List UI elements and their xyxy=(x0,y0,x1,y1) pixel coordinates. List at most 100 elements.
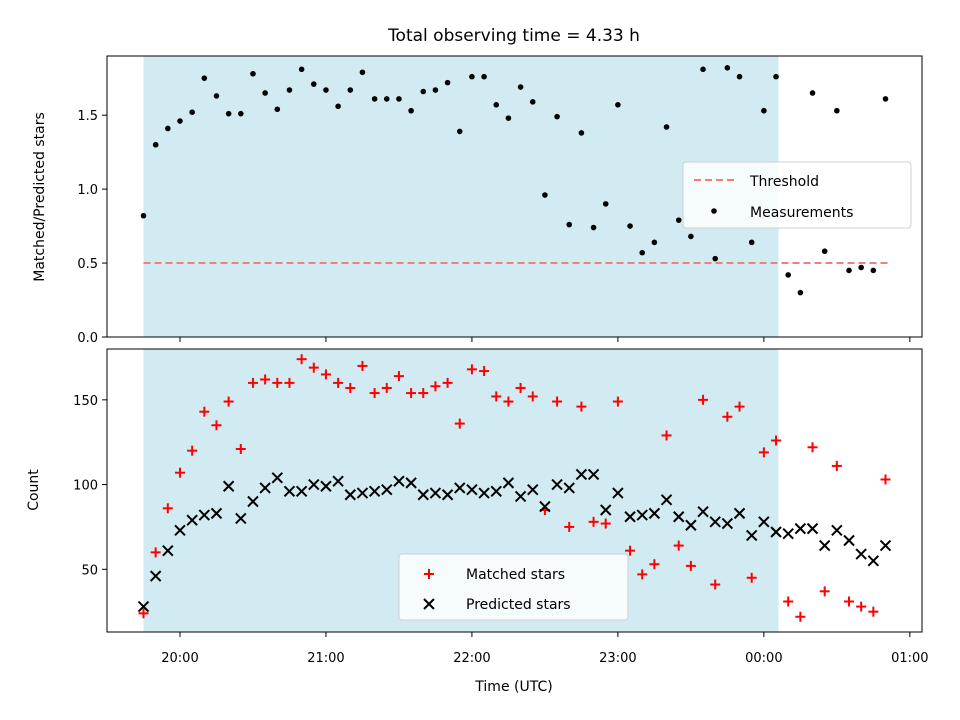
cross-b xyxy=(563,482,575,494)
cross-b xyxy=(867,555,880,567)
cross-b xyxy=(490,485,502,498)
predicted-star-point xyxy=(831,524,843,537)
measurement-point xyxy=(481,73,487,80)
matched-star-point xyxy=(320,369,331,380)
matched-star-point xyxy=(844,596,855,607)
predicted-star-point xyxy=(782,528,794,540)
matched-star-point xyxy=(795,611,806,622)
cross-b xyxy=(673,511,685,523)
matched-star-point xyxy=(211,420,222,431)
bottom-y-axis-label: Count xyxy=(26,469,42,511)
matched-star-point xyxy=(345,382,356,393)
observing-window-shade-top xyxy=(143,56,779,337)
matched-star-point xyxy=(369,388,380,399)
cross-b xyxy=(745,529,758,542)
cross-b xyxy=(551,478,563,491)
top-axes-frame xyxy=(106,55,923,338)
predicted-star-point xyxy=(794,522,807,535)
cross-b xyxy=(162,544,174,557)
matched-star-point xyxy=(199,406,210,417)
predicted-star-point xyxy=(721,517,734,530)
cross-b xyxy=(624,511,636,523)
predicted-star-point xyxy=(429,487,442,499)
matched-star-point xyxy=(223,396,234,407)
measurement-point xyxy=(578,130,585,136)
measurement-point xyxy=(469,73,475,80)
legend-predicted-swatch xyxy=(423,598,435,610)
cross-b xyxy=(600,504,612,516)
measurement-point xyxy=(238,110,244,117)
cross-b xyxy=(478,487,490,499)
predicted-star-point xyxy=(673,511,685,523)
cross-b xyxy=(332,475,344,487)
predicted-star-point xyxy=(344,489,356,501)
matched-star-point xyxy=(138,608,149,619)
measurement-point xyxy=(371,96,378,102)
cross-b xyxy=(636,509,648,521)
cross-b xyxy=(502,477,515,489)
matched-star-point xyxy=(430,381,441,392)
measurement-point xyxy=(785,272,791,278)
bottom-x-tick-label: 23:00 xyxy=(599,651,636,666)
measurement-point xyxy=(773,73,779,80)
matched-star-point xyxy=(710,579,721,590)
measurement-point xyxy=(821,248,828,255)
measurement-point xyxy=(554,113,560,120)
measurement-point xyxy=(408,107,414,114)
cross-b xyxy=(356,487,369,499)
predicted-star-point xyxy=(551,478,563,491)
cross-b xyxy=(283,485,296,498)
measurement-point xyxy=(724,65,731,71)
cross-b xyxy=(660,494,673,506)
legend-predicted-label: Predicted stars xyxy=(466,597,571,613)
cross-b xyxy=(575,468,588,481)
legend-threshold-label: Threshold xyxy=(749,174,819,190)
legend-cross-marker xyxy=(423,598,435,610)
predicted-star-point xyxy=(198,509,211,521)
cross-b xyxy=(259,482,271,494)
predicted-star-point xyxy=(709,516,721,528)
cross-b xyxy=(843,534,855,547)
measurement-point xyxy=(761,107,767,114)
predicted-star-point xyxy=(247,495,259,508)
measurement-point xyxy=(335,103,341,110)
cross-b xyxy=(855,548,867,560)
bottom-x-tick-label: 01:00 xyxy=(891,651,928,666)
cross-b xyxy=(648,507,661,520)
predicted-star-point xyxy=(818,539,831,552)
measurement-point xyxy=(225,110,232,117)
measurement-point xyxy=(189,109,195,115)
measurement-point xyxy=(542,192,548,198)
cross-b xyxy=(186,514,198,526)
cross-b xyxy=(685,519,697,531)
cross-b xyxy=(423,598,435,610)
matched-star-point xyxy=(564,521,575,532)
cross-b xyxy=(454,482,466,494)
predicted-star-point xyxy=(685,519,697,531)
predicted-star-point xyxy=(539,500,551,513)
predicted-star-point xyxy=(660,494,673,506)
matched-star-point xyxy=(600,518,611,529)
bottom-y-tick-label: 100 xyxy=(73,479,98,494)
predicted-star-point xyxy=(368,485,381,498)
matched-star-point xyxy=(661,430,672,441)
cross-b xyxy=(721,517,734,530)
cross-b xyxy=(818,539,831,552)
predicted-star-point xyxy=(636,509,648,521)
matched-star-point xyxy=(381,382,392,393)
predicted-star-point xyxy=(454,482,466,494)
matched-star-point xyxy=(588,516,599,527)
measurement-point xyxy=(663,124,670,130)
measurement-point xyxy=(152,141,159,148)
measurement-point xyxy=(250,70,256,77)
measurement-point xyxy=(323,87,329,93)
predicted-star-point xyxy=(490,485,502,498)
matched-star-point xyxy=(612,396,623,407)
cross-b xyxy=(417,489,429,501)
cross-b xyxy=(222,480,235,492)
cross-b xyxy=(429,487,442,499)
matched-star-point xyxy=(491,391,502,402)
measurement-point xyxy=(505,115,512,121)
matched-star-point xyxy=(649,559,660,570)
